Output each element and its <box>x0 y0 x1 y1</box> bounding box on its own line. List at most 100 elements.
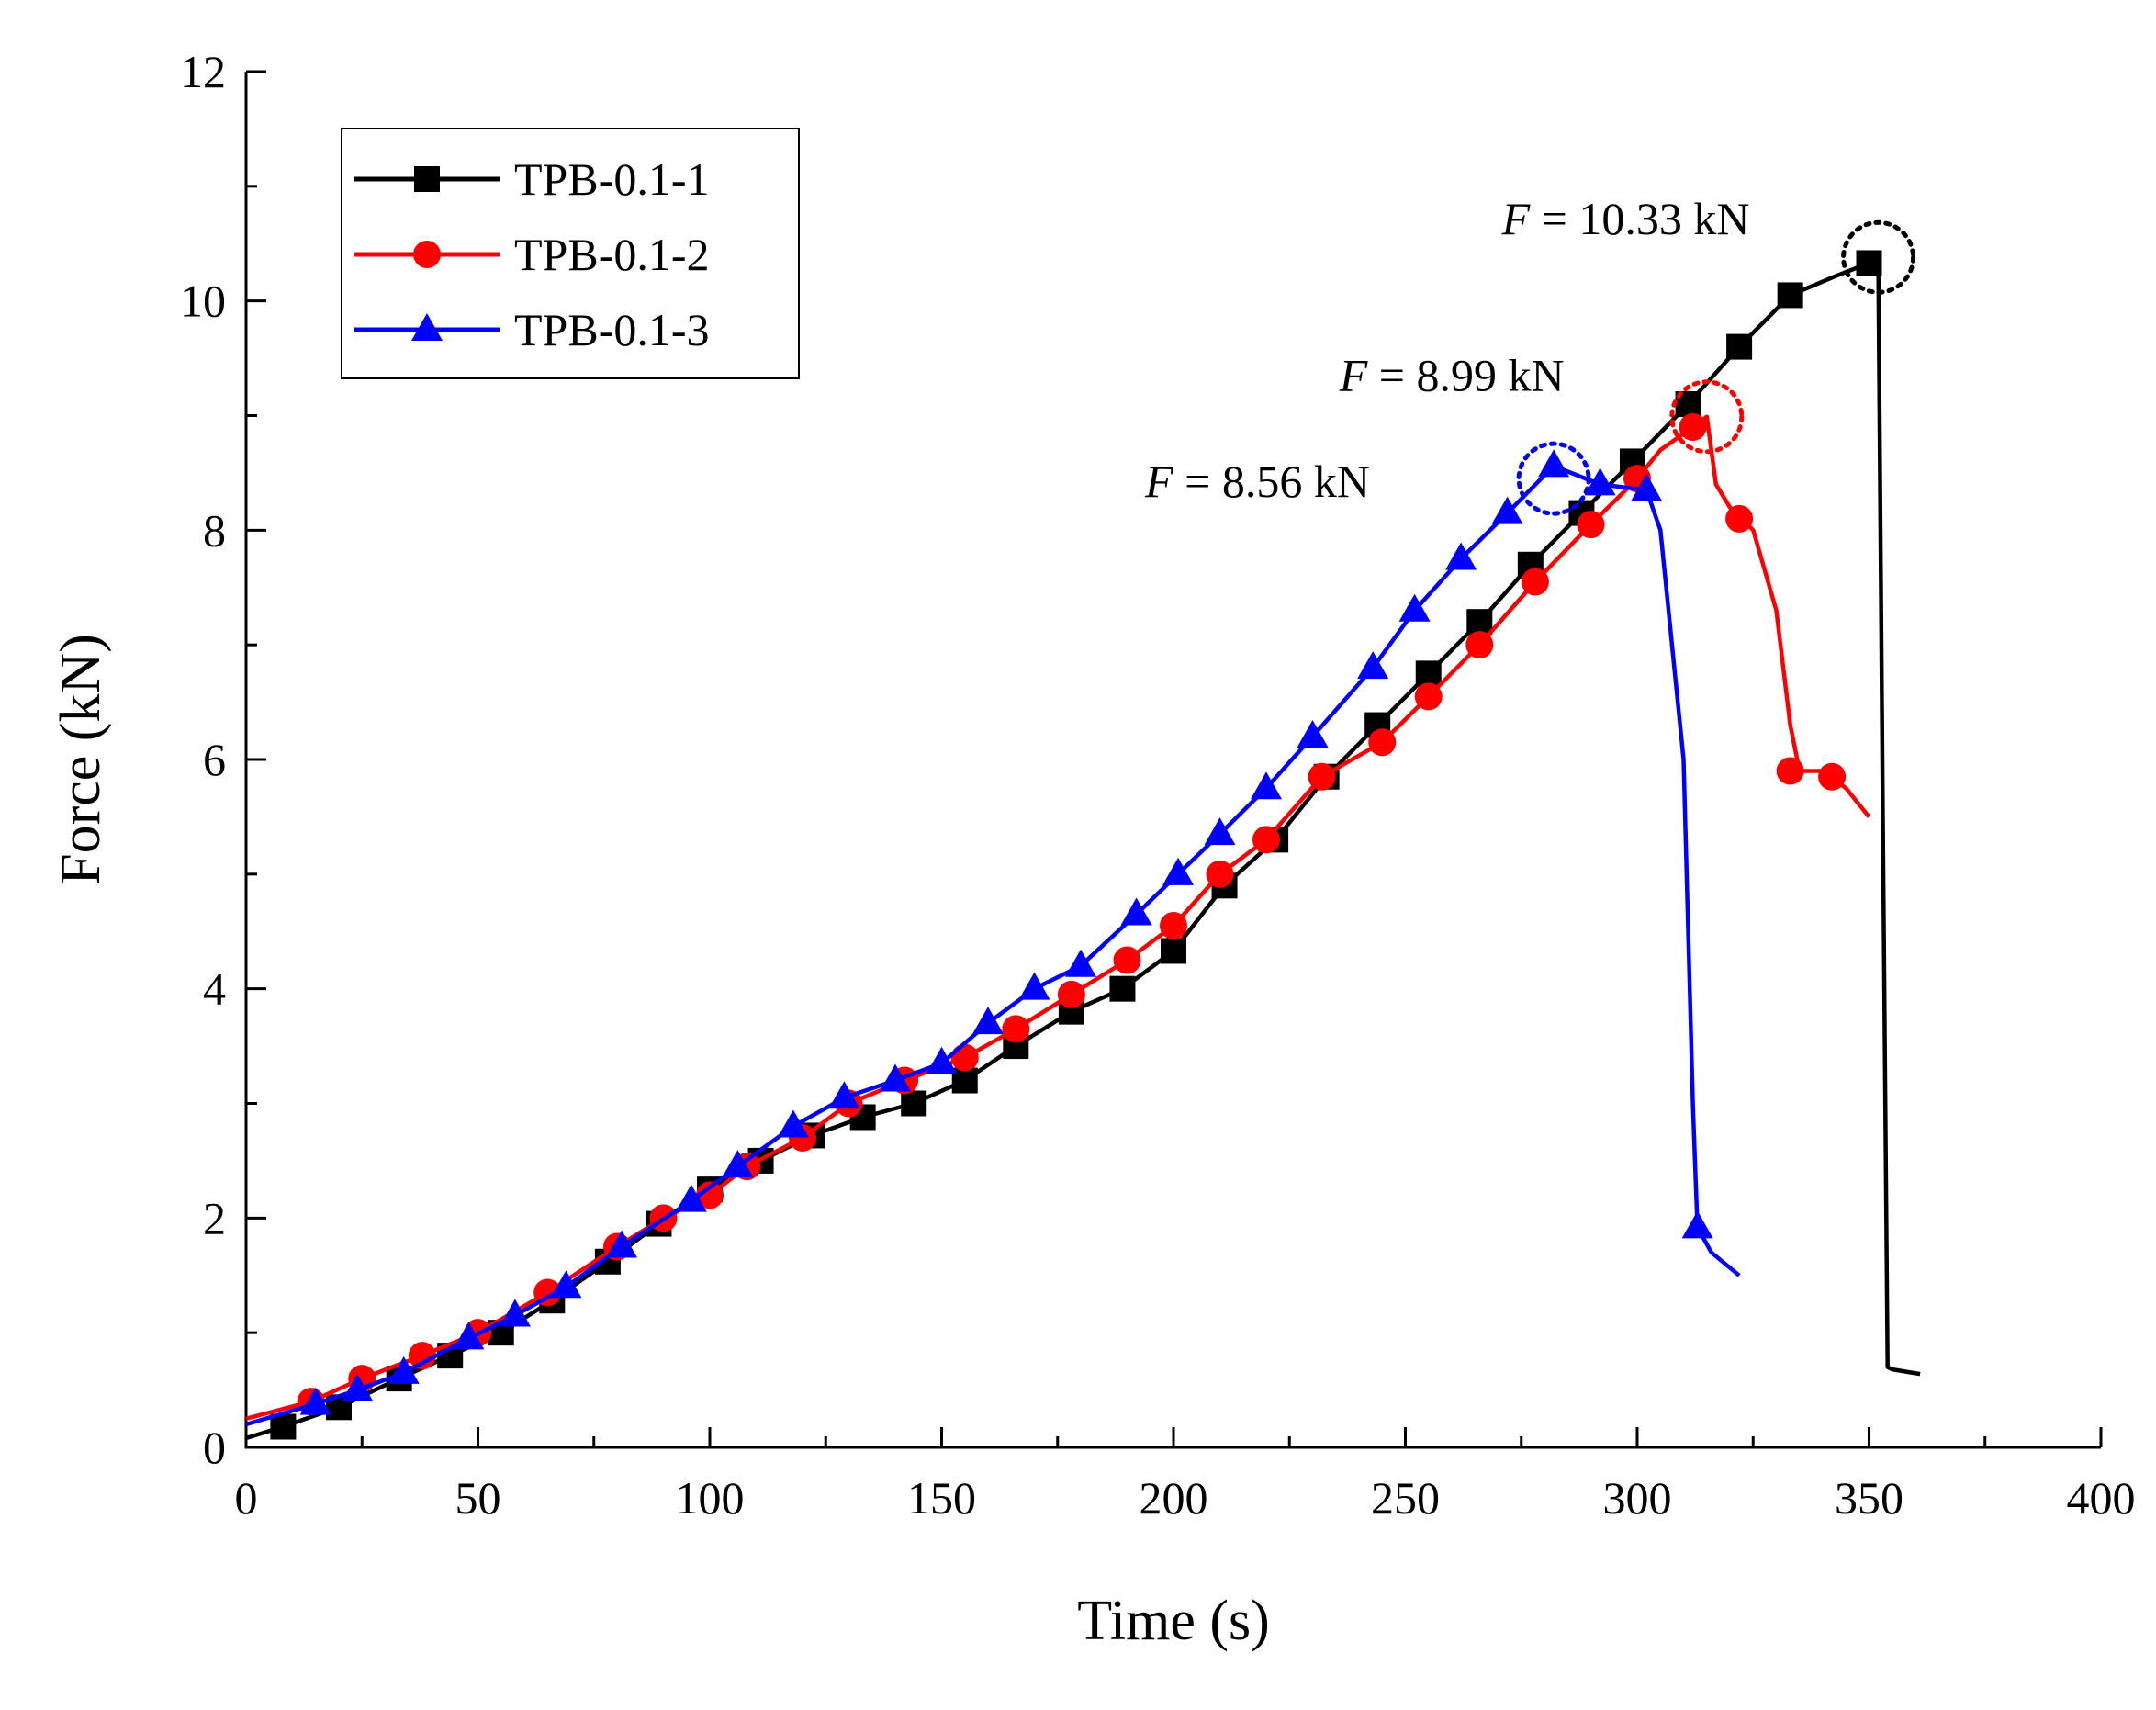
data-point <box>1631 473 1663 501</box>
y-tick-label: 12 <box>180 46 226 97</box>
data-point <box>1065 949 1096 977</box>
x-tick-label: 100 <box>676 1472 745 1524</box>
y-tick-label: 4 <box>203 963 226 1015</box>
legend-entry-TPB-0.1-3: TPB-0.1-3 <box>354 304 710 355</box>
data-point <box>299 1387 331 1415</box>
data-point <box>951 1067 978 1094</box>
data-point <box>1113 946 1141 974</box>
legend-label: TPB-0.1-2 <box>514 229 710 280</box>
data-point <box>1538 449 1570 478</box>
data-point <box>1297 720 1329 748</box>
data-point <box>1162 857 1195 885</box>
data-point <box>1252 826 1280 854</box>
data-point <box>1120 897 1152 926</box>
x-axis-title: Time (s) <box>1077 1590 1270 1652</box>
data-point <box>1725 504 1754 533</box>
series-line <box>245 261 1921 1441</box>
data-point <box>675 1184 707 1212</box>
peak-label-var: F <box>1339 350 1368 401</box>
x-tick-label: 350 <box>1835 1472 1903 1524</box>
data-point <box>696 1181 724 1209</box>
data-point <box>1308 762 1336 791</box>
peak-label-value: = 10.33 kN <box>1530 193 1749 244</box>
data-point <box>1109 975 1136 1002</box>
data-point <box>1357 651 1389 680</box>
data-point <box>1251 771 1282 800</box>
data-point <box>1679 412 1707 441</box>
y-tick-label: 0 <box>203 1422 226 1473</box>
data-point <box>408 1342 436 1370</box>
data-point <box>1002 1015 1030 1043</box>
data-point <box>1018 972 1050 1000</box>
axes: 0 50 100 150 200 250 300 350 400 0 2 4 6 8 10 12 Time (s… <box>50 46 2136 1652</box>
data-point <box>1818 762 1847 791</box>
data-point <box>499 1299 531 1327</box>
legend-label: TPB-0.1-1 <box>514 153 710 205</box>
data-point <box>1584 467 1616 496</box>
y-tick-label: 6 <box>203 734 226 785</box>
peak-marker-circle <box>1669 379 1745 455</box>
data-point <box>270 1413 297 1440</box>
peak-label: F = 10.33 kN <box>1501 193 1750 244</box>
data-point <box>828 1081 860 1109</box>
data-point <box>1204 817 1236 846</box>
data-point <box>777 1109 809 1138</box>
data-point <box>1057 980 1085 1008</box>
series-TPB-0.1-1 <box>245 250 1921 1441</box>
data-point <box>1577 511 1605 539</box>
x-tick-label: 400 <box>2067 1472 2136 1524</box>
data-point <box>1491 496 1523 524</box>
y-tick-label: 10 <box>180 276 226 327</box>
x-tick-label: 250 <box>1371 1472 1440 1524</box>
legend-swatch-marker <box>414 166 440 192</box>
data-point <box>1466 609 1493 636</box>
peak-label-value: = 8.56 kN <box>1173 456 1370 507</box>
data-point <box>1521 568 1549 596</box>
legend-swatch-marker <box>413 241 441 268</box>
y-tick-label: 8 <box>203 504 226 556</box>
x-tick-label: 50 <box>455 1472 501 1524</box>
data-point <box>722 1150 754 1178</box>
data-point <box>1856 250 1882 276</box>
x-tick-label: 150 <box>907 1472 976 1524</box>
data-point <box>1415 660 1442 687</box>
data-point <box>1161 938 1186 964</box>
legend-label: TPB-0.1-3 <box>514 304 710 355</box>
series-TPB-0.1-2 <box>245 412 1871 1421</box>
data-point <box>1777 282 1803 309</box>
legend-swatch-marker <box>411 313 443 341</box>
data-point <box>1776 757 1804 785</box>
peak-label: F = 8.99 kN <box>1339 350 1565 401</box>
peak-label-var: F <box>1144 456 1173 507</box>
series-TPB-0.1-3 <box>245 449 1741 1427</box>
data-point <box>1206 860 1234 888</box>
data-point <box>901 1090 927 1117</box>
data-point <box>972 1007 1004 1035</box>
data-point <box>880 1063 911 1092</box>
data-point <box>1681 1210 1713 1239</box>
data-point <box>1368 728 1397 757</box>
data-point <box>1398 593 1431 622</box>
data-point <box>950 1043 979 1072</box>
data-point <box>387 1356 420 1384</box>
peak-marker-circle <box>1841 219 1916 295</box>
data-point <box>550 1270 582 1299</box>
data-point <box>342 1373 374 1401</box>
peak-marker-circle <box>1516 441 1591 516</box>
legend: TPB-0.1-1 TPB-0.1-2 TPB-0.1-3 <box>341 128 800 379</box>
data-point <box>1465 631 1494 659</box>
x-tick-label: 300 <box>1603 1472 1672 1524</box>
data-point <box>1726 333 1753 360</box>
data-point <box>453 1322 485 1350</box>
peak-label-var: F <box>1501 193 1531 244</box>
data-point <box>1445 542 1477 570</box>
series-line <box>245 414 1871 1421</box>
peak-label: F = 8.56 kN <box>1144 456 1370 507</box>
series-group <box>245 250 1921 1441</box>
data-point <box>926 1046 958 1074</box>
y-tick-label: 2 <box>203 1192 226 1243</box>
x-tick-label: 0 <box>235 1472 258 1524</box>
legend-entry-TPB-0.1-1: TPB-0.1-1 <box>354 153 710 205</box>
